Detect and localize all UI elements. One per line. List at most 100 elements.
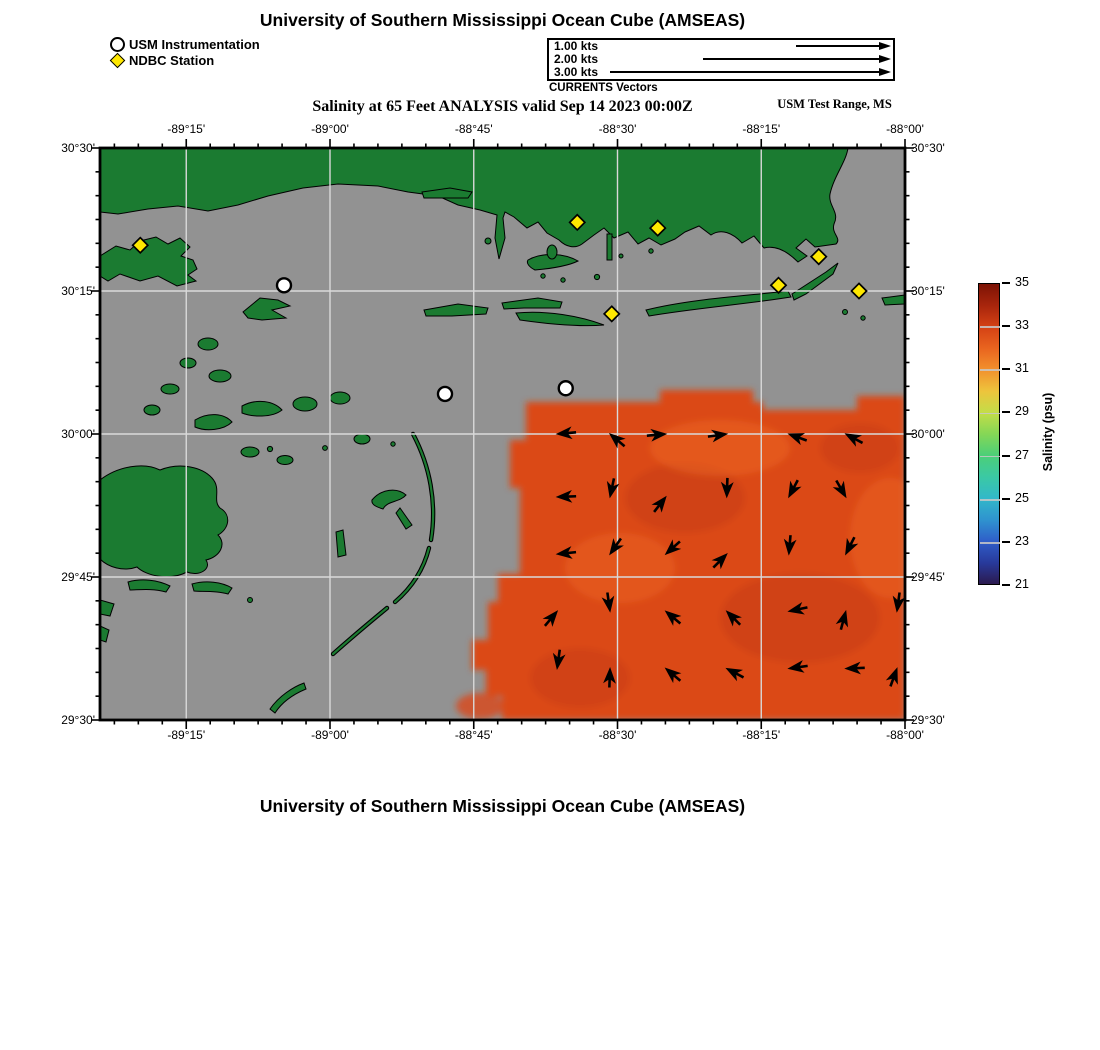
islet: [266, 445, 274, 453]
current-vectors: [542, 426, 905, 688]
marsh-fringe: [191, 581, 233, 595]
current-vector-arrow: [609, 537, 624, 556]
x-tick-label-bottom: -89°15': [167, 728, 206, 742]
colorbar-tick: [1002, 584, 1010, 586]
current-vector-arrow: [787, 433, 808, 446]
ship-island-east: [501, 297, 563, 310]
current-vector-arrow: [603, 667, 616, 688]
marsh-fragment: [143, 404, 161, 416]
current-vector-arrow: [664, 667, 682, 684]
marsh-fragment: [276, 455, 294, 465]
current-vector-arrow: [845, 536, 859, 556]
x-tick-label-top: -89°00': [311, 122, 349, 136]
plume-texture: [820, 423, 900, 473]
islet: [860, 315, 866, 321]
y-tick-label-right: 30°15': [911, 284, 945, 298]
currents-scale-row: 2.00 kts: [549, 51, 893, 66]
current-vector-arrow: [542, 610, 559, 627]
ndbc-station-marker: [648, 219, 667, 237]
colorbar-tick-label: 27: [1015, 447, 1029, 462]
vector-arrowhead-icon: [879, 55, 891, 64]
marsh-fragment: [240, 446, 260, 458]
plume-texture: [625, 463, 745, 533]
vector-line: [610, 70, 879, 73]
islet: [247, 597, 253, 603]
colorbar-gridline: [980, 369, 1000, 372]
dauphin-island: [881, 294, 905, 306]
plume-texture: [850, 478, 905, 598]
x-tick-label-top: -88°00': [886, 122, 924, 136]
colorbar-gridline: [980, 498, 1000, 501]
chandeleur-arc: [411, 432, 435, 542]
chandeleur-arc: [393, 546, 431, 604]
plot-subtitle: Salinity at 65 Feet ANALYSIS valid Sep 1…: [312, 98, 693, 115]
chandeleur-strip: [335, 529, 347, 558]
islet: [540, 273, 546, 279]
ndbc-station-marker: [850, 282, 868, 300]
marsh-fragment: [329, 391, 351, 405]
marsh-fringe: [127, 579, 171, 593]
current-vector-arrow: [783, 535, 797, 556]
currents-caption: CURRENTS Vectors: [549, 82, 658, 94]
region-label: USM Test Range, MS: [777, 97, 892, 111]
marsh-bit: [546, 244, 558, 260]
current-vector-arrow: [885, 667, 898, 687]
graticule-lines: [100, 148, 905, 720]
sw-island: [269, 682, 307, 714]
current-vector-arrow: [664, 539, 682, 556]
marsh-fringe: [100, 625, 110, 643]
colorbar-tick-label: 31: [1015, 361, 1029, 376]
legend-label-ndbc: NDBC Station: [129, 52, 215, 68]
chandeleur-sliver: [395, 507, 413, 530]
y-tick-label-left: 30°15': [61, 284, 95, 298]
islet: [560, 277, 566, 283]
current-vector-arrow: [707, 429, 729, 443]
x-tick-label-bottom: -89°00': [311, 728, 349, 742]
colorbar-tick-label: 23: [1015, 533, 1029, 548]
x-tick-label-bottom: -88°15': [742, 728, 781, 742]
y-tick-label-left: 29°30': [61, 713, 95, 727]
current-vector-arrow: [787, 660, 808, 673]
colorbar-tick-label: 21: [1015, 577, 1029, 591]
marker-legend: USM Instrumentation NDBC Station: [109, 36, 260, 68]
legend-label-usm: USM Instrumentation: [129, 36, 260, 52]
colorbar-tick: [1002, 497, 1010, 500]
current-vector-arrow: [787, 601, 808, 615]
currents-scale-row: 1.00 kts: [549, 40, 893, 53]
plume-texture: [720, 573, 880, 663]
islet: [648, 248, 654, 254]
vector-arrowhead-icon: [879, 67, 891, 76]
colorbar-tick-label: 33: [1015, 318, 1029, 333]
current-vector-arrow: [651, 495, 667, 513]
x-tick-label-bottom: -88°30': [598, 728, 637, 742]
ndbc-station-marker: [568, 213, 587, 232]
current-vector-arrow: [552, 649, 566, 671]
x-tick-label-top: -88°30': [598, 122, 637, 136]
plume-texture: [565, 533, 675, 603]
footer-title: University of Southern Mississippi Ocean…: [259, 796, 746, 816]
colorbar-gridline: [980, 542, 1000, 544]
ndbc-diamond-icon: [109, 52, 126, 68]
usm-instrumentation-marker: [275, 277, 293, 294]
marsh-fragment: [208, 369, 232, 383]
vector-line: [703, 58, 879, 60]
legend-row-ndbc: NDBC Station: [109, 52, 260, 68]
marsh-fragment: [179, 357, 197, 369]
current-vector-arrow: [788, 479, 802, 499]
colorbar-tick: [1002, 325, 1010, 328]
current-vector-arrow: [725, 667, 745, 682]
usm-instrumentation-marker: [436, 385, 454, 403]
current-vector-arrow: [555, 546, 577, 559]
current-vector-arrow: [555, 490, 577, 503]
current-vector-arrow: [720, 477, 734, 499]
marsh-fringe: [100, 599, 115, 617]
x-tick-label-top: -88°45': [454, 122, 493, 136]
current-vector-arrow: [844, 661, 865, 675]
currents-scale-label: 2.00 kts: [554, 51, 599, 66]
colorbar-tick: [1002, 454, 1010, 457]
colorbar-tick: [1002, 368, 1010, 371]
plume-texture: [530, 648, 630, 708]
colorbar-tick: [1002, 540, 1010, 543]
colorbar-tick: [1002, 411, 1010, 414]
y-tick-label-left: 30°00': [61, 427, 95, 441]
